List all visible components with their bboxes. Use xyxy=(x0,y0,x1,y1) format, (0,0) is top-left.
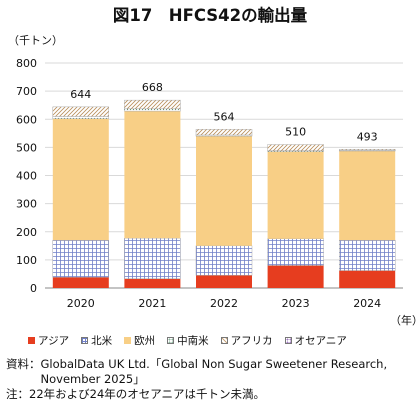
legend-label: オセアニア xyxy=(294,335,347,347)
chart-title: 図17 HFCS42の輸出量 xyxy=(113,5,308,25)
bar-segment xyxy=(195,245,253,276)
y-axis-ticks: 0 100 200 300 400 500 600 700 800 xyxy=(16,57,37,295)
bar-segment xyxy=(267,265,324,288)
legend-item: 中南米 xyxy=(167,333,209,348)
total-label: 564 xyxy=(214,110,235,123)
chart-legend: アジア 北米 欧州 中南米 アフリカ オセアニア xyxy=(28,333,418,348)
legend-item: アジア xyxy=(28,333,69,348)
bar-segment xyxy=(52,106,109,117)
y-tick-label: 600 xyxy=(16,113,37,126)
legend-item: 欧州 xyxy=(124,333,155,348)
bar-segment xyxy=(52,118,109,241)
bars xyxy=(52,99,396,288)
total-label: 644 xyxy=(70,88,91,101)
bar-segment xyxy=(196,275,252,288)
y-tick-label: 300 xyxy=(16,198,37,211)
bar-segment xyxy=(195,129,253,136)
bar-segment xyxy=(124,99,181,110)
footnote: 注： 22年および24年のオセアニアは千トン未満。 xyxy=(6,387,418,402)
legend-item: 北米 xyxy=(81,333,112,348)
footnote-prefix: 注： xyxy=(6,387,29,401)
bar-segment xyxy=(124,108,181,112)
y-tick-label: 0 xyxy=(30,282,37,295)
y-tick-label: 100 xyxy=(16,254,37,267)
total-label: 668 xyxy=(142,81,163,94)
bar-segment xyxy=(196,136,252,246)
legend-label: アジア xyxy=(38,335,70,347)
total-label: 510 xyxy=(285,126,306,139)
source-prefix: 資料： xyxy=(6,357,41,371)
bar-segment xyxy=(267,151,324,239)
total-labels: 644 668 564 510 493 xyxy=(70,81,377,143)
source-text: GlobalData UK Ltd.「Global Non Sugar Swee… xyxy=(40,357,388,386)
source-note: 資料： GlobalData UK Ltd.「Global Non Sugar … xyxy=(6,357,418,387)
chart-svg: 図17 HFCS42の輸出量 （千トン） （年） 0 100 200 300 400 50… xyxy=(8,5,420,327)
bar-segment xyxy=(124,111,181,239)
legend-item: アフリカ xyxy=(220,333,273,348)
bar-segment xyxy=(124,238,181,279)
legend-swatch xyxy=(28,337,35,344)
bar-segment xyxy=(339,151,396,241)
bar-segment xyxy=(124,278,181,288)
bar-segment xyxy=(52,277,109,288)
y-axis-unit-label: （千トン） xyxy=(8,34,63,47)
y-tick-label: 800 xyxy=(16,57,37,70)
legend-label: 欧州 xyxy=(134,335,156,347)
bar-segment xyxy=(52,239,109,278)
y-tick-label: 500 xyxy=(16,141,37,154)
legend-swatch xyxy=(284,337,292,344)
legend-item: オセアニア xyxy=(284,333,347,348)
legend-label: 中南米 xyxy=(177,335,209,347)
legend-swatch xyxy=(81,337,89,344)
x-tick-label: 2020 xyxy=(67,297,95,310)
bar-segment xyxy=(267,144,324,151)
y-tick-label: 400 xyxy=(16,170,37,183)
total-label: 493 xyxy=(357,130,378,143)
x-tick-label: 2021 xyxy=(138,297,166,310)
notes: 資料： GlobalData UK Ltd.「Global Non Sugar … xyxy=(6,357,418,402)
y-tick-label: 700 xyxy=(16,85,37,98)
legend-swatch xyxy=(220,337,228,344)
bar-segment xyxy=(267,238,324,266)
x-tick-label: 2024 xyxy=(353,297,381,310)
x-axis-unit-label: （年） xyxy=(390,313,420,327)
legend-label: アフリカ xyxy=(230,335,273,347)
bar-segment xyxy=(339,270,396,288)
x-tick-label: 2022 xyxy=(210,297,238,310)
legend-swatch xyxy=(167,337,175,344)
x-tick-label: 2023 xyxy=(282,297,310,310)
legend-label: 北米 xyxy=(91,335,113,347)
bar-segment xyxy=(52,116,109,119)
y-tick-label: 200 xyxy=(16,226,37,239)
x-axis-ticks: 2020 2021 2022 2023 2024 xyxy=(67,297,381,310)
footnote-text: 22年および24年のオセアニアは千トン未満。 xyxy=(29,387,266,401)
legend-swatch xyxy=(124,337,132,344)
bar-segment xyxy=(339,149,396,151)
bar-segment xyxy=(339,239,396,271)
